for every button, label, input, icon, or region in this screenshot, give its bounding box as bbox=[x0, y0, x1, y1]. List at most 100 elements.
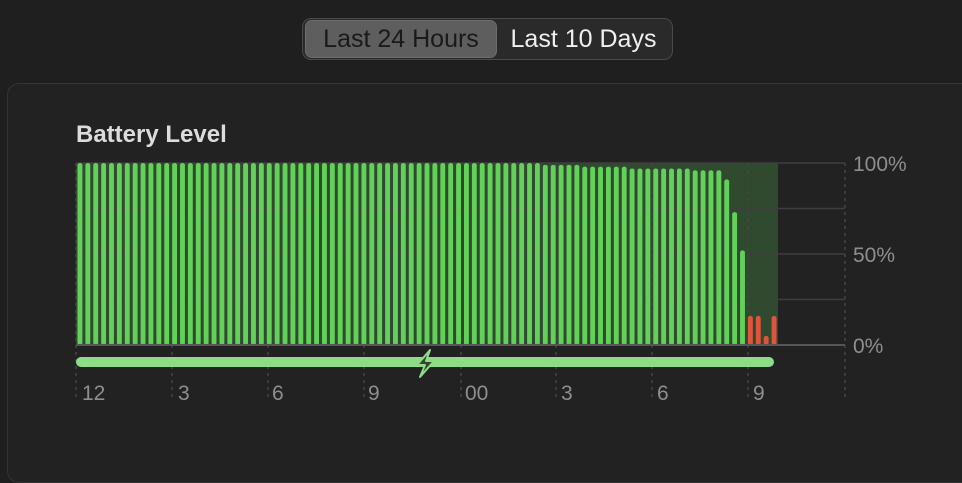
battery-bar bbox=[235, 163, 241, 345]
battery-bar bbox=[724, 179, 730, 345]
battery-bar bbox=[345, 163, 351, 345]
battery-bar bbox=[558, 164, 564, 345]
battery-bar bbox=[463, 163, 469, 345]
battery-bar bbox=[211, 163, 217, 345]
battery-bar bbox=[243, 163, 249, 345]
x-tick-label: 00 bbox=[465, 382, 488, 400]
battery-bar bbox=[456, 163, 461, 345]
battery-bar bbox=[148, 163, 154, 345]
battery-bar bbox=[329, 163, 335, 345]
battery-bar bbox=[771, 315, 777, 345]
x-tick-label: 12 bbox=[82, 382, 105, 400]
battery-bar bbox=[337, 163, 343, 345]
battery-bar bbox=[306, 163, 312, 345]
battery-bar bbox=[676, 168, 682, 345]
battery-bar bbox=[542, 164, 548, 345]
battery-bar bbox=[274, 163, 280, 345]
battery-bar bbox=[684, 168, 690, 345]
battery-bar bbox=[187, 163, 193, 345]
battery-bar bbox=[93, 163, 99, 345]
battery-bar bbox=[740, 250, 745, 345]
battery-bar bbox=[266, 163, 272, 345]
battery-bar bbox=[369, 163, 375, 345]
battery-bar bbox=[314, 163, 320, 345]
battery-bar bbox=[377, 163, 383, 345]
battery-bar bbox=[669, 168, 674, 345]
battery-bar bbox=[109, 163, 114, 345]
battery-bar bbox=[479, 163, 485, 345]
battery-bar bbox=[471, 163, 477, 345]
battery-level-chart: 100% 50% 0% 12 3 6 9 00 3 6 9 bbox=[75, 153, 907, 400]
battery-bar bbox=[85, 163, 91, 345]
x-tick-label: 9 bbox=[368, 382, 380, 400]
x-tick-label: 3 bbox=[561, 382, 573, 400]
battery-bar bbox=[511, 163, 517, 345]
battery-bar bbox=[590, 166, 596, 345]
battery-bar bbox=[298, 163, 304, 345]
x-tick-label: 6 bbox=[272, 382, 284, 400]
tab-last-24-hours[interactable]: Last 24 Hours bbox=[305, 20, 497, 58]
battery-bar bbox=[282, 163, 288, 345]
battery-bar bbox=[716, 170, 722, 345]
battery-bar bbox=[408, 163, 414, 345]
battery-bar bbox=[156, 163, 162, 345]
battery-bar bbox=[124, 163, 130, 345]
battery-bar bbox=[361, 163, 367, 345]
battery-bar bbox=[172, 163, 178, 345]
battery-bar bbox=[598, 166, 603, 345]
battery-bar bbox=[519, 163, 525, 345]
battery-bar bbox=[582, 166, 588, 345]
battery-bar bbox=[400, 163, 406, 345]
battery-bar bbox=[527, 163, 532, 345]
battery-bar bbox=[448, 163, 454, 345]
battery-bar bbox=[393, 163, 398, 345]
battery-bar bbox=[574, 164, 580, 345]
battery-bar bbox=[258, 163, 264, 345]
battery-bar bbox=[353, 163, 359, 345]
battery-bar bbox=[629, 168, 635, 345]
battery-bar bbox=[195, 163, 201, 345]
battery-bar bbox=[495, 163, 501, 345]
battery-bar bbox=[322, 163, 327, 345]
battery-bar bbox=[432, 163, 438, 345]
battery-bar bbox=[180, 163, 185, 345]
battery-bar bbox=[503, 163, 509, 345]
x-tick-label: 9 bbox=[753, 382, 765, 400]
battery-bar bbox=[637, 168, 643, 345]
battery-bar bbox=[700, 170, 706, 345]
y-tick-label: 0% bbox=[853, 335, 883, 358]
battery-bar bbox=[440, 163, 446, 345]
x-tick-label: 3 bbox=[178, 382, 190, 400]
battery-bar bbox=[77, 163, 83, 345]
battery-bar bbox=[692, 170, 698, 345]
battery-bar bbox=[290, 163, 296, 345]
battery-bar bbox=[101, 163, 107, 345]
battery-level-title: Battery Level bbox=[76, 121, 227, 148]
time-range-selector: Last 24 Hours Last 10 Days bbox=[302, 18, 673, 60]
battery-bar bbox=[203, 163, 209, 345]
battery-bar bbox=[605, 166, 611, 345]
battery-bar bbox=[747, 315, 753, 345]
battery-bar bbox=[613, 166, 619, 345]
y-tick-label: 100% bbox=[853, 153, 907, 176]
x-tick-label: 6 bbox=[657, 382, 669, 400]
battery-bar bbox=[251, 163, 256, 345]
battery-bar bbox=[566, 164, 572, 345]
battery-bar bbox=[227, 163, 233, 345]
tab-last-10-days[interactable]: Last 10 Days bbox=[510, 24, 657, 53]
battery-bar bbox=[763, 335, 769, 345]
battery-bar bbox=[621, 166, 627, 345]
battery-bar bbox=[416, 163, 422, 345]
battery-bar bbox=[219, 163, 225, 345]
battery-bar bbox=[487, 163, 493, 345]
lightning-bolt-icon bbox=[416, 349, 435, 378]
battery-bar bbox=[755, 315, 761, 345]
battery-bar bbox=[116, 163, 122, 345]
battery-bar bbox=[653, 168, 659, 345]
battery-bar bbox=[645, 168, 651, 345]
battery-bar bbox=[732, 212, 738, 345]
y-tick-label: 50% bbox=[853, 244, 895, 267]
battery-bar bbox=[424, 163, 430, 345]
battery-bar bbox=[661, 168, 667, 345]
battery-bar bbox=[534, 163, 540, 345]
